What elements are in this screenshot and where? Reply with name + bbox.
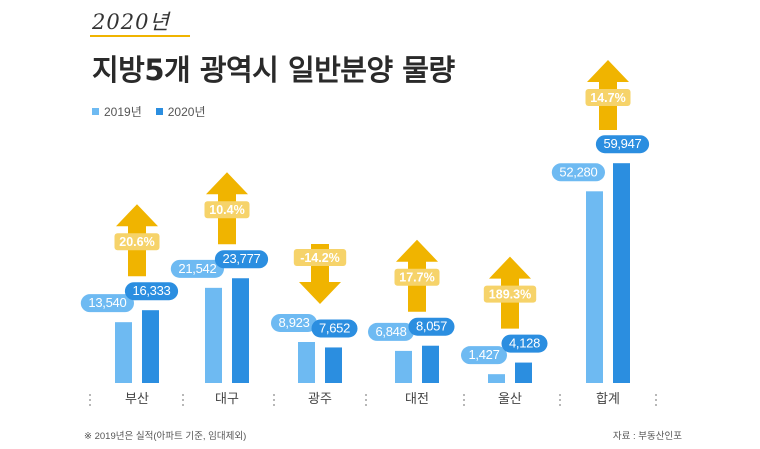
chart-title: 지방5개 광역시 일반분양 물량 [92,53,455,87]
value-pill-울산-2019년 [461,346,507,365]
value-label-합계-2019년: 52,280 [559,164,597,179]
change-label-bg-대구 [204,201,250,219]
legend-label-2020: 2020년 [167,105,206,119]
bar-합계-2019년 [586,191,603,383]
chart-subtitle: 2020년 [92,10,170,34]
legend-item-2020: 2020년 [155,103,206,120]
value-label-광주-2020년: 7,652 [319,320,350,335]
bar-합계-2020년 [613,163,630,383]
value-pill-대구-2019년 [170,259,224,278]
legend: 2019년 2020년 [92,103,206,120]
legend-swatch-2020 [155,108,163,115]
value-label-울산-2020년: 4,128 [509,336,540,351]
change-label-대전: 17.7% [399,271,434,285]
x-tick-label-대전: 대전 [405,392,429,407]
value-label-대구-2020년: 23,777 [223,251,261,266]
change-label-bg-합계 [585,89,631,106]
value-pill-합계-2019년 [551,163,605,182]
bar-대전-2019년 [395,350,412,383]
value-pill-부산-2020년 [124,282,179,301]
value-label-대전-2019년: 6,848 [375,324,406,339]
bar-광주-2020년 [325,347,342,383]
value-label-부산-2019년: 13,540 [88,295,126,310]
value-label-부산-2020년: 16,333 [133,283,171,298]
bar-부산-2020년 [142,310,159,383]
change-label-부산: 20.6% [119,235,154,249]
change-arrow-광주 [299,243,341,304]
bar-부산-2019년 [115,322,132,383]
value-label-울산-2019년: 1,427 [468,347,499,362]
value-pill-광주-2020년 [311,319,358,338]
value-pill-광주-2019년 [271,313,317,332]
change-label-bg-대전 [394,268,440,286]
change-label-광주: -14.2% [300,251,340,265]
x-tick-label-대구: 대구 [215,392,239,407]
change-label-합계: 14.7% [590,91,625,105]
value-pill-대전-2020년 [408,317,455,336]
change-label-울산: 189.3% [489,288,531,302]
bar-대구-2019년 [205,287,222,383]
value-label-합계-2020년: 59,947 [604,136,642,151]
x-tick-label-광주: 광주 [308,392,332,407]
footnote: ※ 2019년은 실적(아파트 기준, 임대제외) [84,431,247,442]
bar-광주-2019년 [298,341,315,383]
legend-item-2019: 2019년 [92,103,142,120]
x-tick-label-부산: 부산 [125,392,149,407]
legend-swatch-2019 [92,108,99,115]
legend-label-2019: 2019년 [104,105,142,119]
value-pill-합계-2020년 [595,135,650,154]
source-note: 자료 : 부동산인포 [612,431,682,442]
x-tick-label-울산: 울산 [498,392,522,407]
value-label-대구-2019년: 21,542 [178,261,216,276]
value-pill-울산-2020년 [501,334,548,353]
bar-대전-2020년 [422,345,439,383]
change-label-bg-울산 [483,285,537,303]
value-label-광주-2019년: 8,923 [278,315,309,330]
bar-대구-2020년 [232,278,249,383]
bar-울산-2020년 [515,362,532,383]
value-pill-대구-2020년 [214,250,269,269]
change-label-bg-부산 [114,233,160,251]
change-label-bg-광주 [293,248,347,266]
value-label-대전-2020년: 8,057 [416,319,447,334]
subtitle-underline [90,35,190,37]
bar-울산-2019년 [488,374,505,383]
value-pill-부산-2019년 [80,294,134,313]
change-label-대구: 10.4% [209,203,244,217]
value-pill-대전-2019년 [368,322,414,341]
x-tick-label-합계: 합계 [596,392,620,407]
